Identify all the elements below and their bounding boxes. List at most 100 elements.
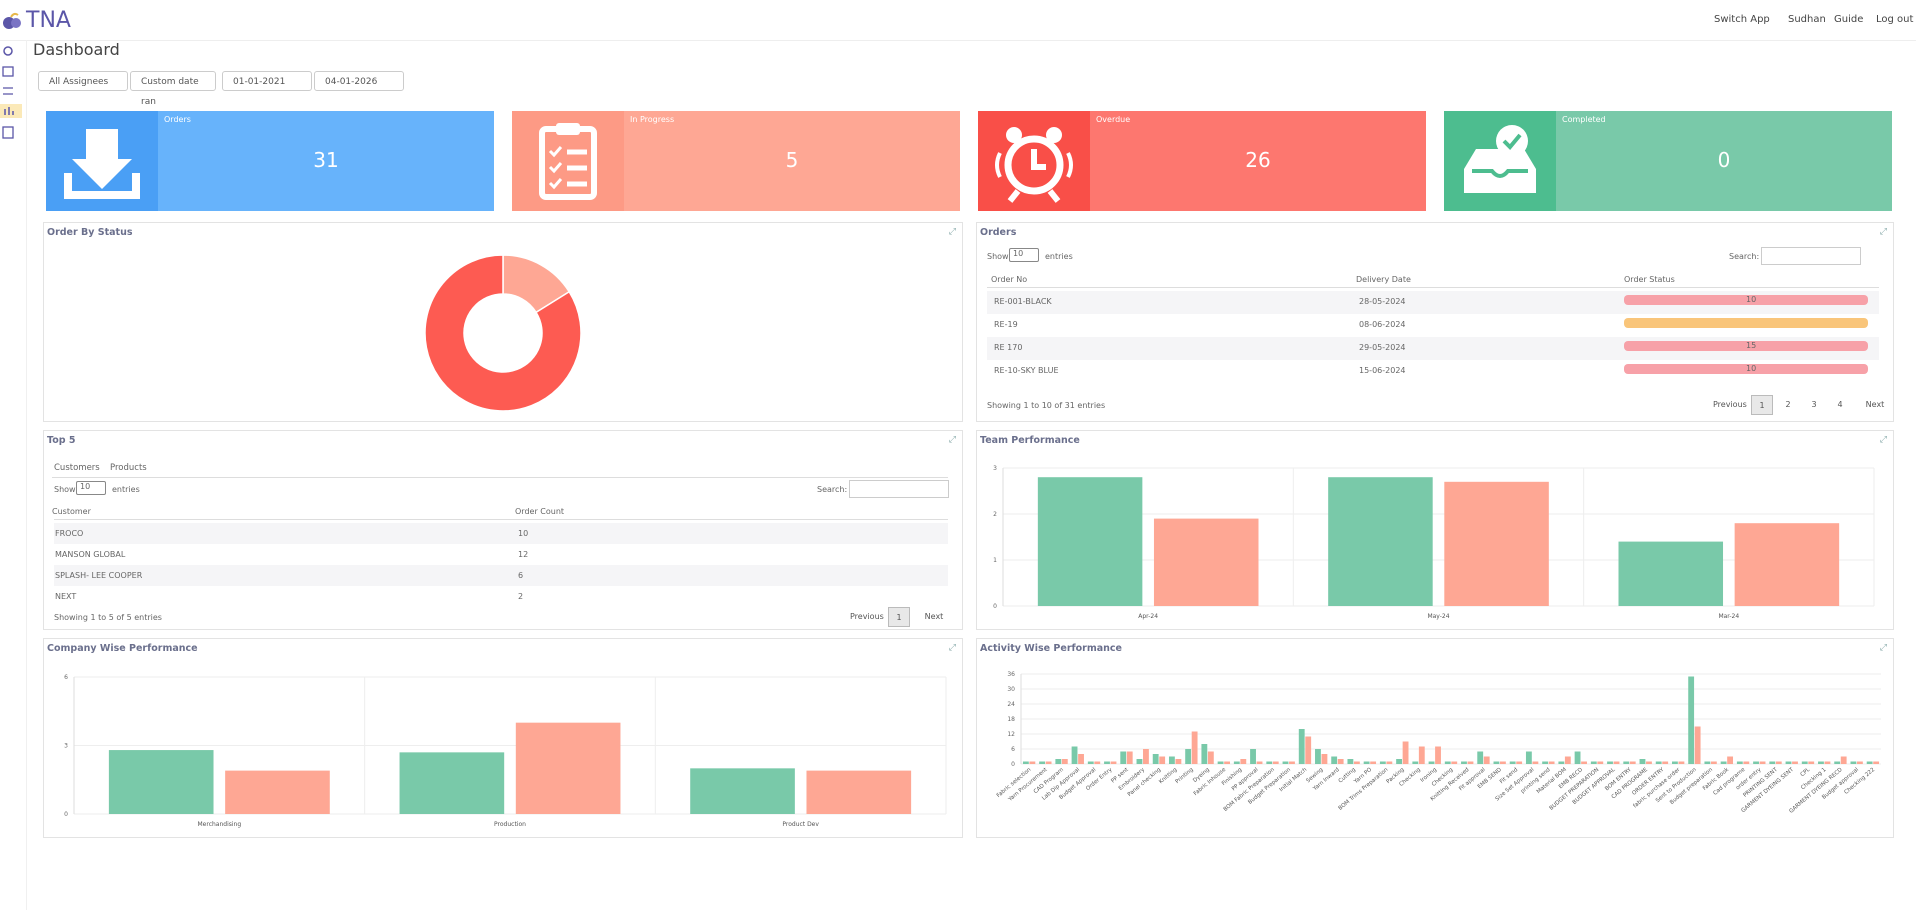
bar — [1808, 761, 1815, 764]
bar — [1402, 741, 1409, 764]
y-tick-label: 2 — [993, 511, 997, 518]
bar — [1775, 761, 1782, 764]
bar — [1282, 761, 1289, 764]
expand[interactable]: ⤢ — [1879, 227, 1887, 237]
bar — [1509, 761, 1516, 764]
stat-card[interactable]: Overdue 26 — [978, 111, 1426, 211]
panel-title: Order By Status — [47, 227, 133, 238]
bar — [1736, 761, 1743, 764]
bar — [1428, 761, 1435, 764]
bar — [1483, 756, 1490, 764]
bar — [1532, 761, 1539, 764]
card-label: Completed — [1562, 115, 1606, 124]
bar — [1045, 761, 1052, 764]
nav-link[interactable]: Switch App — [1714, 14, 1770, 25]
brand[interactable]: TNA — [26, 8, 71, 33]
icon — [1464, 125, 1536, 193]
tab-rule — [52, 477, 948, 478]
nav-link[interactable]: Sudhan — [1788, 14, 1826, 25]
page-button[interactable]: 1 — [888, 607, 910, 627]
bar — [1331, 756, 1338, 764]
bar — [1071, 746, 1078, 764]
table-cell: 29-05-2024 — [1359, 343, 1406, 352]
bar — [1037, 477, 1143, 606]
bar — [1678, 761, 1685, 764]
search-label: Search: — [1729, 252, 1760, 261]
bar — [1240, 759, 1247, 764]
table-row[interactable] — [54, 565, 948, 586]
column-header: Order Count — [515, 507, 565, 516]
date-range-select[interactable]: Custom date ran — [130, 71, 216, 107]
card-value: 5 — [785, 148, 799, 172]
bar — [1655, 761, 1662, 764]
expand[interactable]: ⤢ — [948, 227, 956, 237]
icon — [995, 127, 1073, 203]
sidebar-icons[interactable] — [0, 40, 26, 150]
table-info: Showing 1 to 5 of 5 entries — [54, 613, 162, 622]
bar — [1581, 761, 1587, 764]
status-bar — [1624, 295, 1868, 305]
bar — [1175, 759, 1182, 764]
table-row[interactable] — [54, 544, 948, 565]
bar — [1379, 761, 1386, 764]
card-label: Orders — [164, 115, 191, 124]
card-icon — [512, 111, 624, 211]
date-from[interactable]: 01-01-2021 — [222, 71, 312, 91]
status-label: 10 — [1746, 364, 1757, 373]
bar — [1720, 761, 1727, 764]
date-to[interactable]: 04-01-2026 — [314, 71, 404, 91]
page-title: Dashboard — [33, 40, 120, 59]
page-button[interactable]: Previous — [850, 612, 884, 621]
bar — [1201, 744, 1208, 764]
bar — [1525, 751, 1532, 764]
expand[interactable]: ⤢ — [948, 435, 956, 445]
nav-link[interactable]: Log out — [1876, 14, 1914, 25]
search-input[interactable] — [849, 480, 949, 498]
bar — [1266, 761, 1273, 764]
bar — [1315, 749, 1321, 764]
table-row[interactable] — [54, 586, 948, 607]
tab[interactable]: Products — [110, 463, 147, 473]
bar — [1418, 746, 1425, 764]
x-tick-label: Apr-24 — [1138, 613, 1158, 620]
bar — [1694, 726, 1701, 764]
page-button[interactable]: 2 — [1785, 400, 1791, 409]
top5-panel: Top 5 ⤢ Customers Products Show 10 entries Sea… — [43, 430, 963, 630]
page-button[interactable]: 3 — [1811, 400, 1817, 409]
donut-slice — [424, 254, 582, 412]
nav-link[interactable]: Guide — [1834, 14, 1864, 25]
page-button[interactable]: 1 — [1751, 395, 1773, 415]
bar — [1022, 761, 1029, 764]
stat-card[interactable]: Completed 0 — [1444, 111, 1892, 211]
bar — [1662, 761, 1669, 764]
page-button[interactable]: Previous — [1713, 400, 1747, 409]
page-button[interactable]: 4 — [1837, 400, 1843, 409]
page-button[interactable]: Next — [924, 612, 944, 621]
bar — [1467, 761, 1474, 764]
page-size-select[interactable]: 10 — [1009, 248, 1039, 262]
stat-card[interactable]: In Progress 5 — [512, 111, 960, 211]
expand[interactable]: ⤢ — [1879, 643, 1887, 653]
page-button[interactable]: Next — [1865, 400, 1885, 409]
x-tick-label: Merchandising — [197, 821, 241, 828]
bar — [1386, 761, 1393, 764]
y-tick-label: 18 — [1007, 716, 1015, 723]
stat-card[interactable]: Orders 31 — [46, 111, 494, 211]
bar — [1824, 761, 1831, 764]
assignee-select[interactable]: All Assignees — [38, 71, 128, 91]
expand[interactable]: ⤢ — [948, 643, 956, 653]
y-tick-label: 12 — [1007, 731, 1015, 738]
table-cell: 15-06-2024 — [1359, 366, 1406, 375]
tab[interactable]: Customers — [54, 463, 100, 473]
table-row[interactable] — [54, 523, 948, 544]
bar — [1500, 761, 1506, 764]
page-size-select[interactable]: 10 — [76, 481, 106, 495]
bar — [1094, 761, 1101, 764]
y-tick-label: 24 — [1007, 701, 1015, 708]
expand[interactable]: ⤢ — [1879, 435, 1887, 445]
bar — [1272, 761, 1279, 764]
search-input[interactable] — [1761, 247, 1861, 265]
bar — [1289, 761, 1295, 764]
bar — [1321, 754, 1328, 764]
table-cell: 28-05-2024 — [1359, 297, 1406, 306]
